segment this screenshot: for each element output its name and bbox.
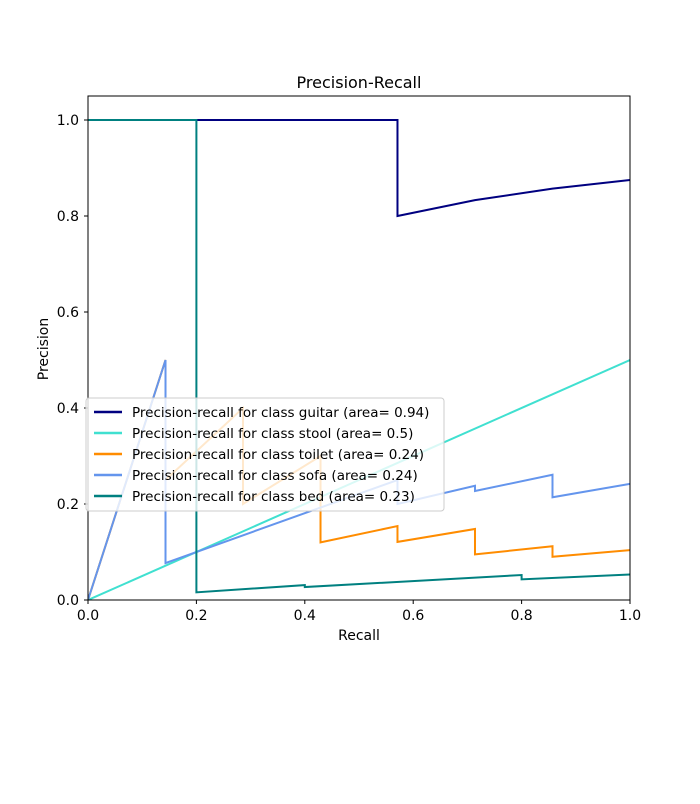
- y-tick-label: 0.6: [57, 305, 79, 321]
- series-line-0: [88, 119, 630, 218]
- legend-entry-2: Precision-recall for class toilet (area=…: [132, 447, 424, 463]
- axes-frame: [87, 95, 631, 601]
- x-tick-label: 0.2: [185, 608, 207, 624]
- plot-area: [88, 96, 630, 600]
- legend-entry-3: Precision-recall for class sofa (area= 0…: [132, 468, 418, 484]
- legend-entry-0: Precision-recall for class guitar (area=…: [132, 405, 429, 421]
- x-tick-label: 0.0: [77, 608, 99, 624]
- series-line-4: [88, 119, 630, 594]
- y-tick-label: 1.0: [57, 113, 79, 129]
- plot-background: [88, 96, 630, 600]
- x-tick-label: 0.6: [402, 608, 424, 624]
- chart-title: Precision-Recall: [297, 73, 422, 92]
- legend-entry-4: Precision-recall for class bed (area= 0.…: [132, 489, 415, 505]
- legend: Precision-recall for class guitar (area=…: [85, 397, 445, 512]
- legend-entry-1: Precision-recall for class stool (area= …: [132, 426, 413, 442]
- y-axis-label: Precision: [36, 318, 52, 380]
- x-tick-label: 1.0: [619, 608, 641, 624]
- legend-box: [85, 397, 445, 512]
- x-axis-label: Recall: [338, 628, 380, 644]
- y-tick-label: 0.2: [57, 497, 79, 513]
- x-tick-label: 0.4: [294, 608, 316, 624]
- y-tick-label: 0.4: [57, 401, 79, 417]
- x-tick-label: 0.8: [510, 608, 532, 624]
- axes: 0.0 0.2 0.4 0.6 0.8 1.0 0.0 0.2 0.4 0.6 0.8 1.0: [57, 95, 641, 624]
- y-tick-label: 0.8: [57, 209, 79, 225]
- y-tick-label: 0.0: [57, 593, 79, 609]
